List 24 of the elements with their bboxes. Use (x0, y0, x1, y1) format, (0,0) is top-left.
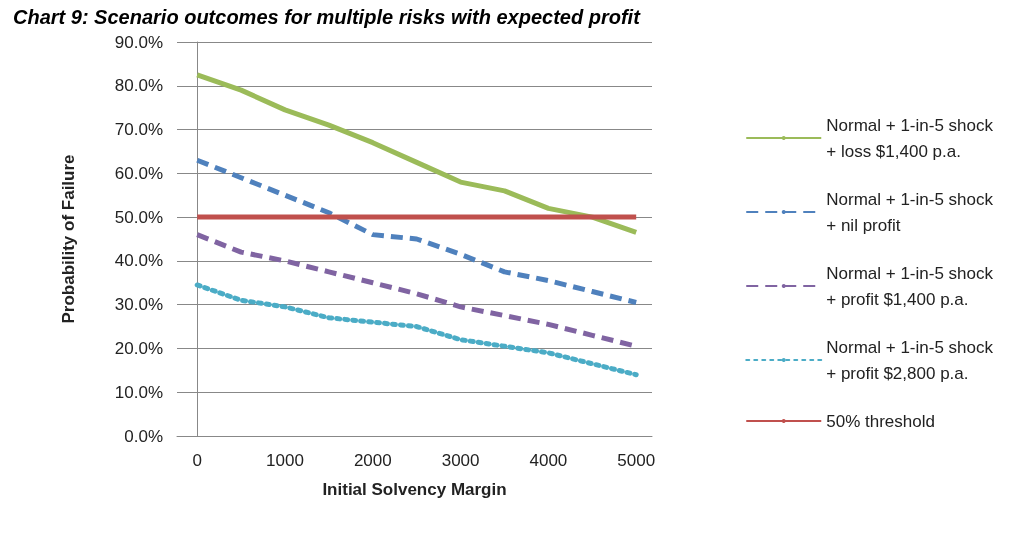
legend-label: Normal + 1-in-5 shock + profit $2,800 p.a. (826, 337, 994, 383)
chart-title: Chart 9: Scenario outcomes for multiple risks with expected profit (13, 6, 642, 28)
legend-label: Normal + 1-in-5 shock + loss $1,400 p.a. (826, 115, 994, 161)
y-tick-label: 30.0% (114, 295, 163, 315)
x-tick-label: 0 (192, 451, 202, 470)
x-tick-label: 5000 (617, 451, 656, 470)
x-tick-label: 3000 (441, 451, 480, 470)
x-tick-label: 2000 (353, 451, 392, 470)
y-axis-title: Probability of Failure (59, 154, 78, 324)
y-tick-label: 90.0% (114, 32, 163, 52)
y-tick-label: 80.0% (114, 76, 163, 96)
y-tick-label: 20.0% (114, 338, 163, 358)
x-axis-title: Initial Solvency Margin (322, 480, 507, 499)
y-tick-label: 10.0% (114, 382, 163, 402)
y-tick-label: 50.0% (114, 207, 163, 227)
legend-label: Normal + 1-in-5 shock + nil profit (826, 189, 994, 235)
legend-label: 50% threshold (826, 411, 935, 431)
y-tick-label: 40.0% (114, 251, 163, 271)
x-tick-label: 4000 (529, 451, 568, 470)
y-tick-label: 0.0% (124, 426, 163, 446)
x-tick-label: 1000 (266, 451, 304, 470)
y-tick-label: 60.0% (114, 163, 163, 183)
y-tick-label: 70.0% (114, 120, 163, 140)
legend-label: Normal + 1-in-5 shock + profit $1,400 p.a. (826, 263, 994, 309)
